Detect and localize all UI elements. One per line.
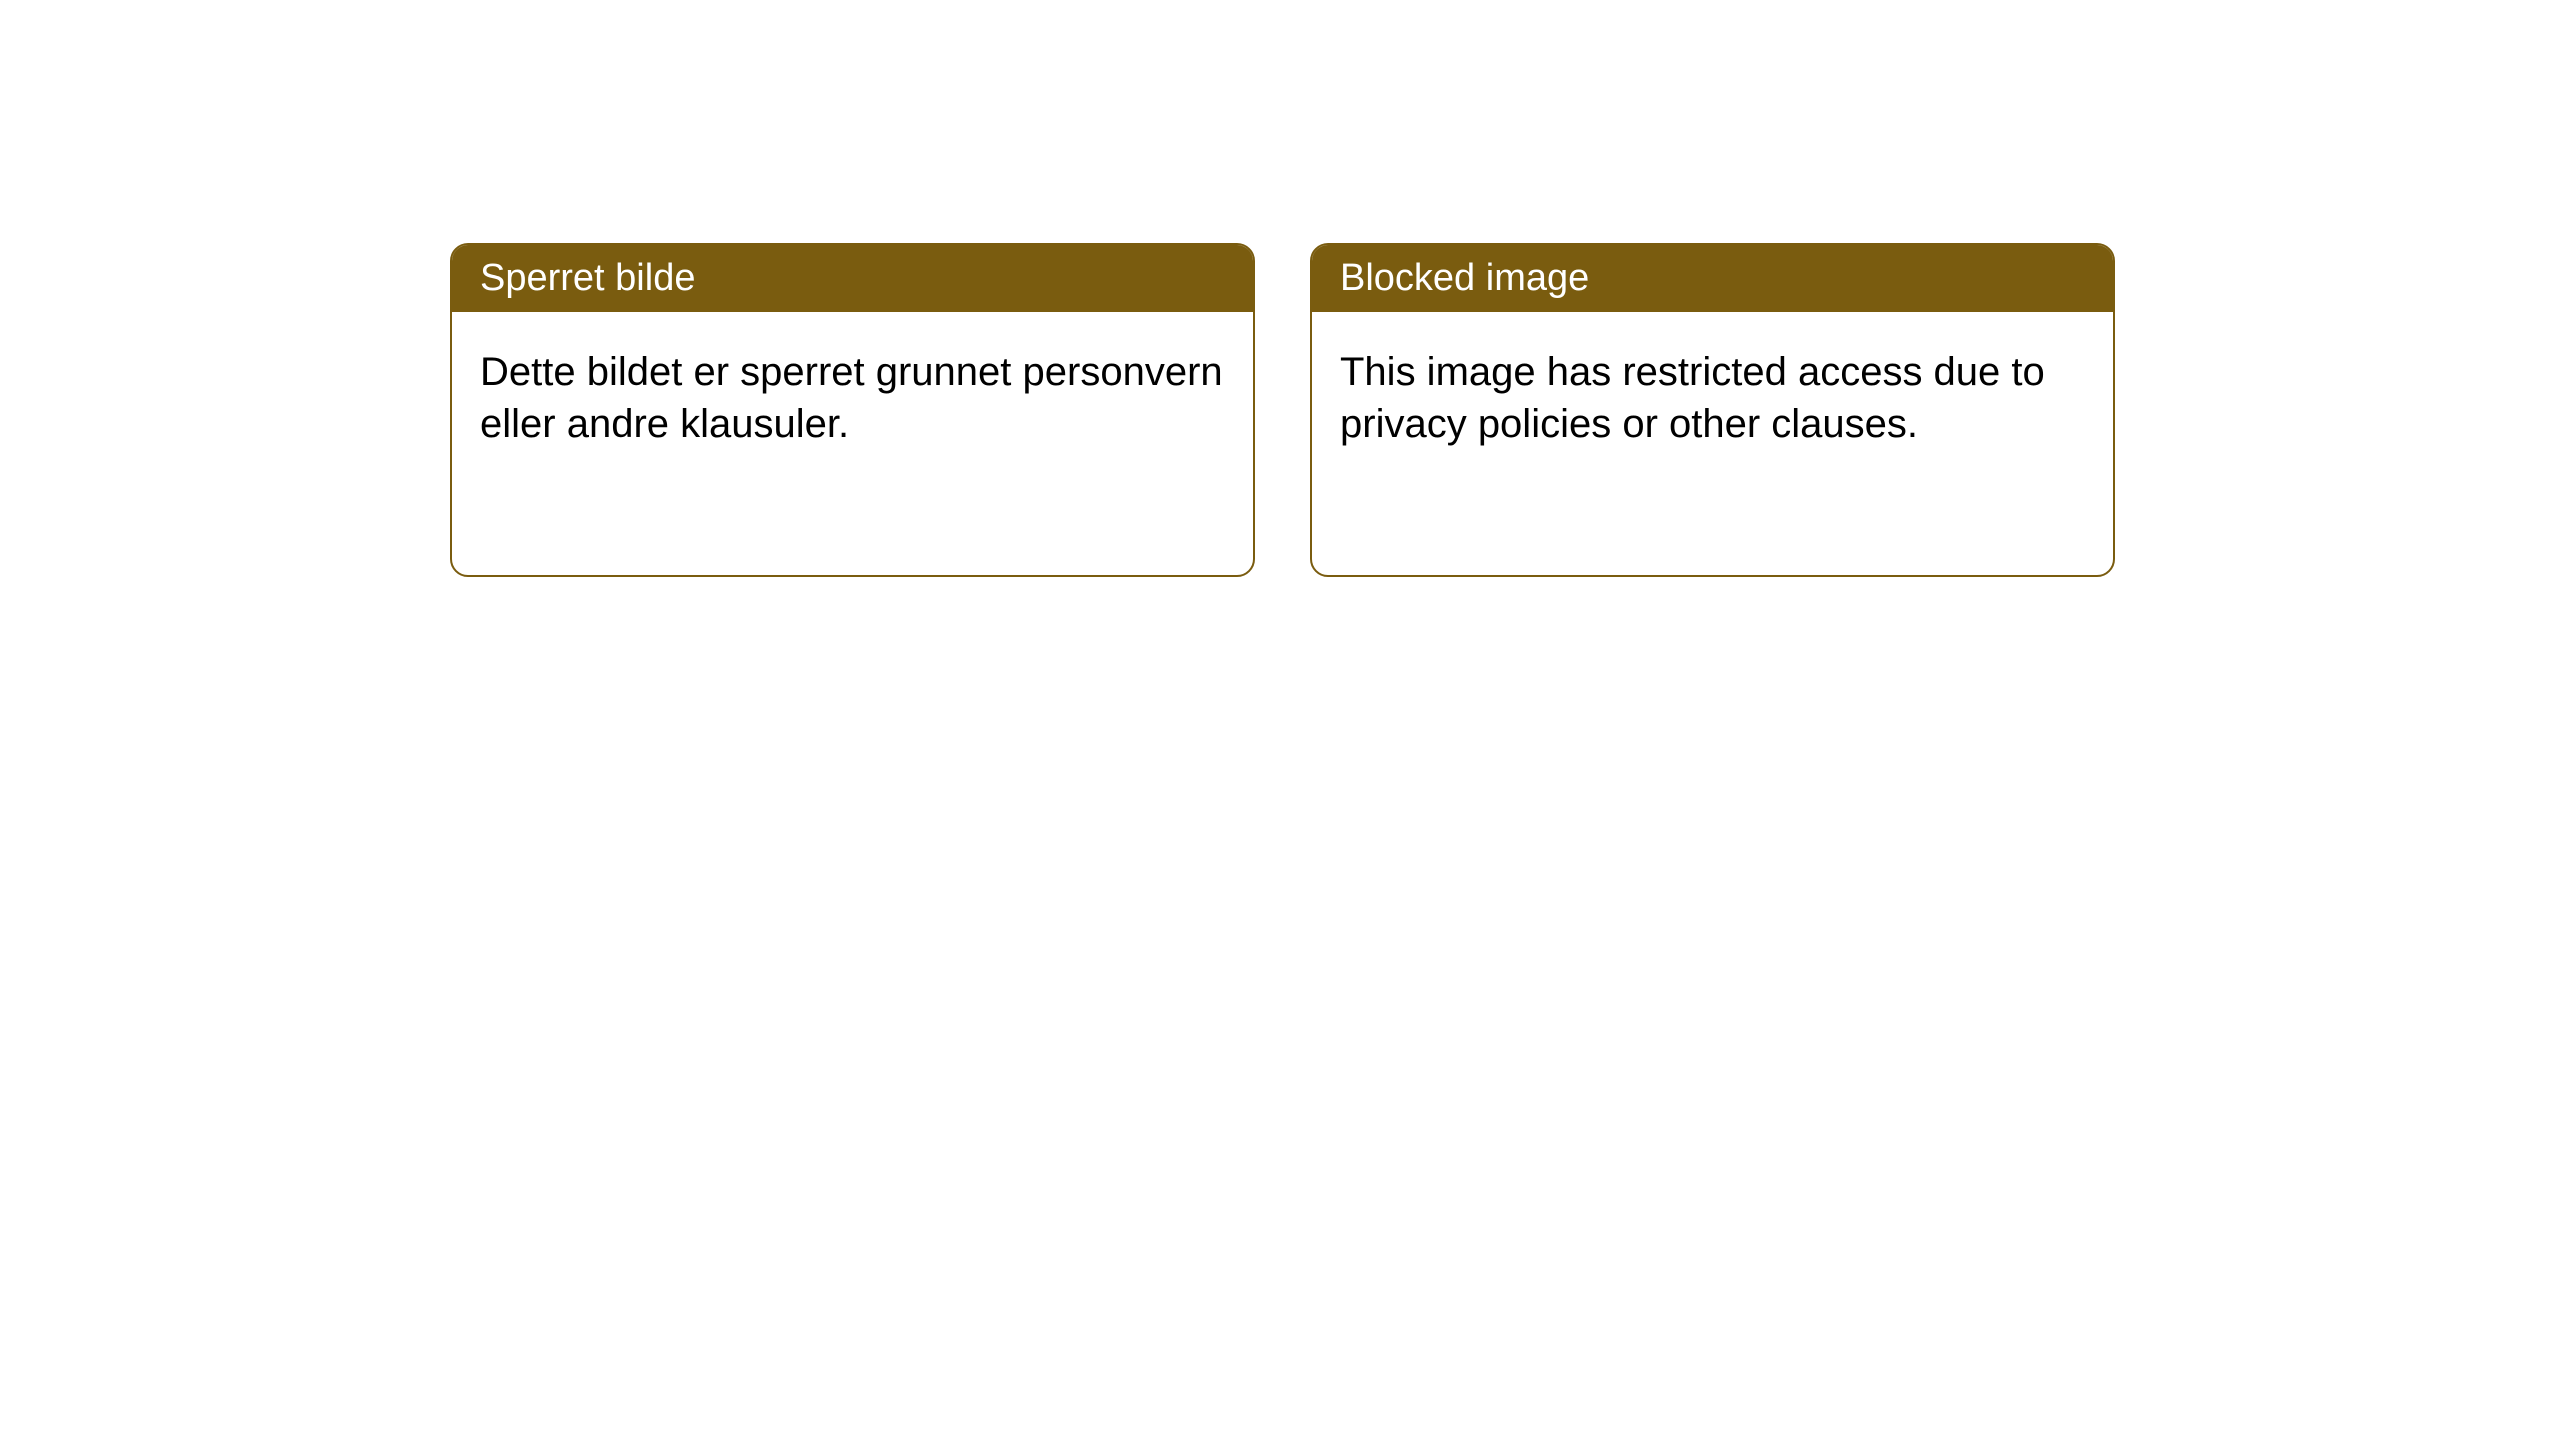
blocked-image-cards: Sperret bilde Dette bildet er sperret gr… — [450, 243, 2560, 577]
card-body: This image has restricted access due to … — [1312, 312, 2113, 484]
card-header: Sperret bilde — [452, 245, 1253, 312]
card-body: Dette bildet er sperret grunnet personve… — [452, 312, 1253, 484]
blocked-image-card-english: Blocked image This image has restricted … — [1310, 243, 2115, 577]
blocked-image-card-norwegian: Sperret bilde Dette bildet er sperret gr… — [450, 243, 1255, 577]
card-header: Blocked image — [1312, 245, 2113, 312]
